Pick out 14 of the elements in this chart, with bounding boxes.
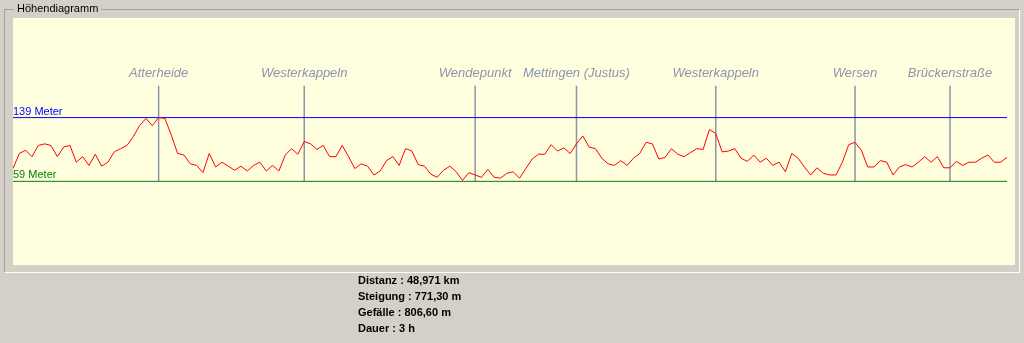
text: Steigung : 771,30 m [358,289,462,304]
chart-title: Höhendiagramm [14,2,102,14]
y-tick-label: 139 Meter [13,104,63,117]
x-tick-label: Atterheide [127,65,189,80]
text: Gefälle : 806,60 m [358,305,452,320]
x-tick-label: Brückenstraße [907,65,993,80]
x-tick-label: Wersen [832,65,878,80]
x-tick-label: Westerkappeln [260,65,348,80]
text: Distanz : 48,971 km [358,273,461,288]
x-tick-label: Wendepunkt [438,65,513,80]
x-tick-label: Mettingen (Justus) [523,65,630,80]
y-tick-label: 59 Meter [13,168,57,181]
x-tick-label: Westerkappeln [672,65,760,80]
text: Dauer : 3 h [358,321,416,336]
